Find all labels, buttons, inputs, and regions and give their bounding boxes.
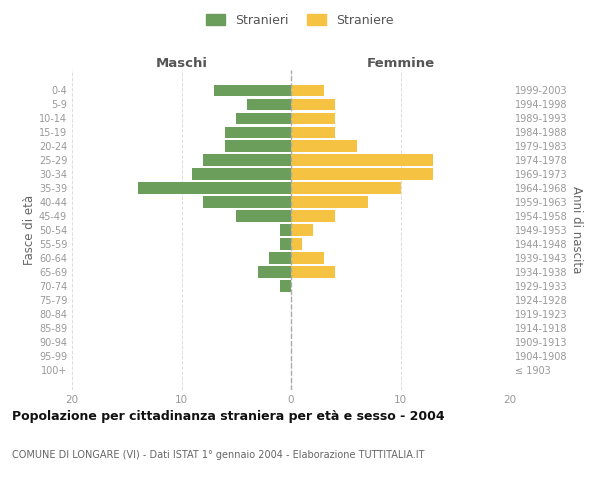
Text: Femmine: Femmine — [367, 57, 434, 70]
Bar — [236, 210, 291, 222]
Y-axis label: Anni di nascita: Anni di nascita — [571, 186, 583, 274]
Bar — [291, 196, 368, 207]
Bar — [203, 196, 291, 207]
Bar — [214, 84, 291, 96]
Text: Popolazione per cittadinanza straniera per età e sesso - 2004: Popolazione per cittadinanza straniera p… — [12, 410, 445, 423]
Bar — [226, 126, 291, 138]
Bar — [291, 84, 324, 96]
Bar — [203, 154, 291, 166]
Bar — [236, 112, 291, 124]
Y-axis label: Fasce di età: Fasce di età — [23, 195, 36, 265]
Bar — [291, 154, 433, 166]
Bar — [226, 140, 291, 151]
Bar — [138, 182, 291, 194]
Bar — [291, 140, 356, 151]
Bar — [269, 252, 291, 264]
Bar — [280, 280, 291, 291]
Bar — [291, 98, 335, 110]
Bar — [291, 238, 302, 250]
Bar — [247, 98, 291, 110]
Bar — [258, 266, 291, 278]
Bar — [291, 168, 433, 179]
Bar — [291, 266, 335, 278]
Bar — [280, 238, 291, 250]
Bar — [291, 252, 324, 264]
Bar — [193, 168, 291, 179]
Bar — [291, 182, 401, 194]
Bar — [291, 210, 335, 222]
Bar — [291, 224, 313, 235]
Bar — [291, 126, 335, 138]
Bar — [280, 224, 291, 235]
Text: Maschi: Maschi — [155, 57, 208, 70]
Legend: Stranieri, Straniere: Stranieri, Straniere — [202, 8, 398, 32]
Text: COMUNE DI LONGARE (VI) - Dati ISTAT 1° gennaio 2004 - Elaborazione TUTTITALIA.IT: COMUNE DI LONGARE (VI) - Dati ISTAT 1° g… — [12, 450, 425, 460]
Bar — [291, 112, 335, 124]
